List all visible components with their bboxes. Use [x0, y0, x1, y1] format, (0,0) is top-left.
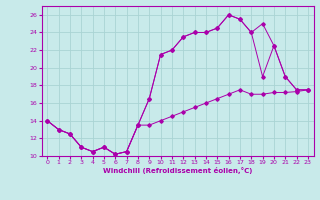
X-axis label: Windchill (Refroidissement éolien,°C): Windchill (Refroidissement éolien,°C) [103, 167, 252, 174]
